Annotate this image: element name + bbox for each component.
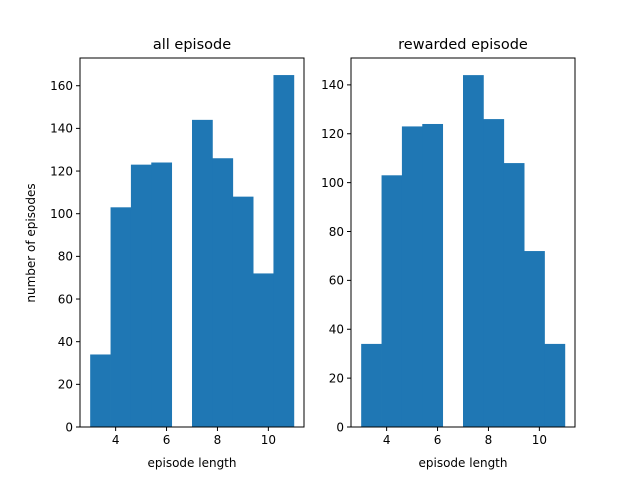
histogram-bar-1	[361, 343, 382, 427]
histogram-bar-8	[503, 163, 525, 427]
x-axis-label: episode length	[148, 456, 237, 470]
chart-title: rewarded episode	[398, 37, 528, 53]
y-tick-label: 80	[58, 250, 73, 264]
x-tick-label: 10	[261, 433, 276, 447]
y-tick-label: 140	[50, 122, 73, 136]
y-tick-label: 120	[321, 127, 344, 141]
histogram-rewarded-episode: rewarded episode episode length 4 6 8 10020…	[321, 37, 576, 470]
y-tick-label: 40	[329, 323, 344, 337]
plot-frame	[79, 57, 305, 428]
plot-frame	[350, 57, 576, 428]
x-tick-label: 4	[383, 433, 391, 447]
histogram-bar-7	[483, 119, 505, 427]
histogram-bar-8	[232, 196, 254, 427]
y-tick-label: 120	[50, 164, 73, 178]
histogram-bar-9	[524, 251, 545, 427]
x-tick-label: 6	[434, 433, 442, 447]
histogram-bar-2	[110, 207, 132, 427]
y-tick-label: 20	[329, 371, 344, 385]
y-tick-label: 100	[50, 207, 73, 221]
y-tick-label: 140	[321, 78, 344, 92]
y-tick-label: 60	[329, 274, 344, 288]
histogram-bar-4	[151, 162, 173, 427]
histogram-bar-7	[212, 158, 234, 427]
histogram-bar-4	[422, 123, 444, 427]
histogram-bar-3	[401, 126, 423, 428]
y-tick-label: 40	[58, 335, 73, 349]
x-tick-label: 8	[214, 433, 222, 447]
histogram-bar-6	[192, 119, 213, 428]
histogram-bar-2	[381, 175, 403, 427]
x-tick-label: 8	[485, 433, 493, 447]
y-tick-label: 0	[65, 420, 73, 434]
y-tick-label: 160	[50, 79, 73, 93]
histogram-all-episode: all episode episode length number of epi…	[24, 37, 305, 470]
y-axis-label: number of episodes	[24, 183, 38, 302]
x-tick-label: 4	[112, 433, 120, 447]
x-tick-label: 10	[532, 433, 547, 447]
y-tick-label: 20	[58, 378, 73, 392]
histogram-bar-10	[273, 75, 295, 427]
histogram-bar-10	[544, 343, 566, 427]
x-tick-label: 6	[163, 433, 171, 447]
y-tick-label: 80	[329, 225, 344, 239]
chart-title: all episode	[153, 37, 231, 53]
histogram-bar-1	[90, 354, 111, 427]
histogram-bar-9	[253, 273, 274, 427]
y-tick-label: 100	[321, 176, 344, 190]
y-tick-label: 60	[58, 292, 73, 306]
histogram-bar-3	[130, 164, 152, 427]
x-axis-label: episode length	[419, 456, 508, 470]
histogram-bar-6	[463, 75, 484, 428]
y-tick-label: 0	[336, 420, 344, 434]
